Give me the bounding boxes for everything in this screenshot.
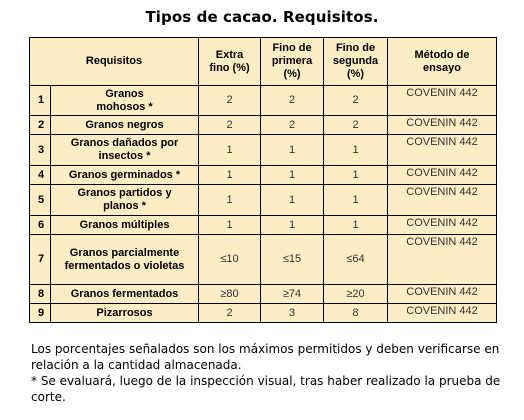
value-fino-segunda: 2 xyxy=(323,115,389,135)
value-extra-fino: 1 xyxy=(198,165,262,185)
document-title: Tipos de cacao. Requisitos. xyxy=(145,8,379,26)
test-method: COVENIN 442 xyxy=(387,85,498,116)
requirement-name: Granos dañados por insectos * xyxy=(49,134,200,166)
table-row: 6 Granos múltiples 1 1 1 COVENIN 442 xyxy=(29,215,498,235)
value-extra-fino: 1 xyxy=(198,215,262,235)
value-fino-primera: 1 xyxy=(260,165,325,185)
requirement-name: Granos parcialmente fermentados o violet… xyxy=(49,234,200,285)
note-cut-test: * Se evaluará, luego de la inspección vi… xyxy=(31,374,501,404)
test-method: COVENIN 442 xyxy=(387,165,498,185)
header-extra-fino: Extra fino (%) xyxy=(198,37,262,86)
value-fino-segunda: ≤64 xyxy=(323,234,389,285)
requirement-name: Granos múltiples xyxy=(49,215,200,235)
value-fino-primera: 3 xyxy=(260,303,325,323)
row-number: 5 xyxy=(29,184,51,216)
table-row: 4 Granos germinados * 1 1 1 COVENIN 442 xyxy=(29,165,498,185)
header-fino-segunda: Fino de segunda (%) xyxy=(323,37,389,86)
test-method: COVENIN 442 xyxy=(387,215,498,235)
row-number: 1 xyxy=(29,85,51,116)
table-row: 7 Granos parcialmente fermentados o viol… xyxy=(29,234,498,285)
test-method: COVENIN 442 xyxy=(387,134,498,166)
value-fino-primera: 2 xyxy=(260,115,325,135)
value-fino-segunda: 1 xyxy=(323,215,389,235)
value-fino-primera: 1 xyxy=(260,184,325,216)
row-number: 2 xyxy=(29,115,51,135)
table-row: 5 Granos partidos y planos * 1 1 1 COVEN… xyxy=(29,184,498,216)
table-row: 8 Granos fermentados ≥80 ≥74 ≥20 COVENIN… xyxy=(29,284,498,304)
table-row: 3 Granos dañados por insectos * 1 1 1 CO… xyxy=(29,134,498,166)
header-fino-primera: Fino de primera (%) xyxy=(260,37,325,86)
row-number: 3 xyxy=(29,134,51,166)
value-fino-primera: 1 xyxy=(260,134,325,166)
table-header-row: Requisitos Extra fino (%) Fino de primer… xyxy=(28,37,498,86)
test-method: COVENIN 442 xyxy=(387,234,498,285)
test-method: COVENIN 442 xyxy=(387,115,498,135)
value-extra-fino: 1 xyxy=(198,184,262,216)
table-row: 1 Granos mohosos * 2 2 2 COVENIN 442 xyxy=(29,85,498,116)
value-fino-segunda: 1 xyxy=(323,184,389,216)
value-extra-fino: 2 xyxy=(198,115,262,135)
requirement-name: Granos mohosos * xyxy=(49,85,200,116)
value-fino-segunda: 1 xyxy=(323,134,389,166)
note-percentages: Los porcentajes señalados son los máximo… xyxy=(31,342,500,372)
test-method: COVENIN 442 xyxy=(387,303,498,323)
requirement-name: Granos germinados * xyxy=(49,165,200,185)
table-row: 9 Pizarrosos 2 3 8 COVENIN 442 xyxy=(29,303,498,323)
requirements-table: Requisitos Extra fino (%) Fino de primer… xyxy=(28,37,498,323)
value-fino-segunda: 2 xyxy=(323,85,389,116)
header-metodo-ensayo: Método de ensayo xyxy=(387,37,498,86)
row-number: 9 xyxy=(29,303,51,323)
value-extra-fino: 1 xyxy=(198,134,262,166)
row-number: 8 xyxy=(29,284,51,304)
value-fino-primera: ≥74 xyxy=(260,284,325,304)
value-extra-fino: ≥80 xyxy=(198,284,262,304)
test-method: COVENIN 442 xyxy=(387,284,498,304)
value-extra-fino: 2 xyxy=(198,303,262,323)
row-number: 7 xyxy=(29,234,51,285)
value-extra-fino: ≤10 xyxy=(198,234,262,285)
requirement-name: Granos fermentados xyxy=(49,284,200,304)
requirement-name: Granos partidos y planos * xyxy=(49,184,200,216)
value-fino-segunda: ≥20 xyxy=(323,284,389,304)
value-fino-segunda: 1 xyxy=(323,165,389,185)
requirement-name: Granos negros xyxy=(49,115,200,135)
requirement-name: Pizarrosos xyxy=(49,303,200,323)
value-fino-primera: 1 xyxy=(260,215,325,235)
value-fino-primera: ≤15 xyxy=(260,234,325,285)
row-number: 6 xyxy=(29,215,51,235)
footnotes: Los porcentajes señalados son los máximo… xyxy=(31,341,501,405)
value-fino-primera: 2 xyxy=(260,85,325,116)
test-method: COVENIN 442 xyxy=(387,184,498,216)
header-requisitos: Requisitos xyxy=(28,37,200,86)
value-fino-segunda: 8 xyxy=(323,303,389,323)
row-number: 4 xyxy=(29,165,51,185)
table-row: 2 Granos negros 2 2 2 COVENIN 442 xyxy=(29,115,498,135)
value-extra-fino: 2 xyxy=(198,85,262,116)
